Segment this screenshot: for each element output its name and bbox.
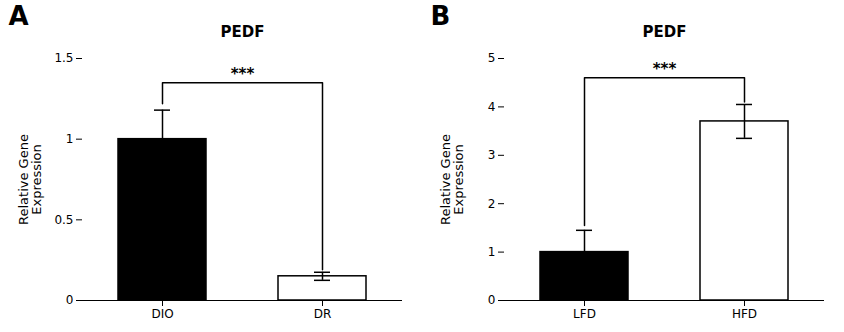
svg-text:1: 1: [66, 132, 74, 146]
svg-text:5: 5: [488, 51, 496, 65]
svg-text:PEDF: PEDF: [221, 23, 265, 41]
svg-text:LFD: LFD: [573, 307, 596, 321]
svg-text:2: 2: [488, 197, 496, 211]
svg-text:DR: DR: [314, 307, 332, 321]
svg-text:HFD: HFD: [732, 307, 757, 321]
svg-text:3: 3: [488, 148, 496, 162]
svg-text:0: 0: [488, 293, 496, 307]
svg-text:A: A: [9, 1, 29, 31]
svg-text:Relative GeneExpression: Relative GeneExpression: [16, 134, 44, 225]
svg-text:1: 1: [488, 245, 496, 259]
svg-text:PEDF: PEDF: [643, 23, 687, 41]
svg-text:DIO: DIO: [151, 307, 173, 321]
svg-text:***: ***: [231, 65, 255, 83]
svg-text:B: B: [431, 1, 451, 31]
svg-text:0: 0: [66, 293, 74, 307]
svg-text:***: ***: [653, 60, 677, 78]
svg-text:0.5: 0.5: [54, 213, 73, 227]
svg-text:Relative GeneExpression: Relative GeneExpression: [438, 134, 466, 225]
svg-text:1.5: 1.5: [54, 51, 73, 65]
svg-text:4: 4: [488, 100, 496, 114]
